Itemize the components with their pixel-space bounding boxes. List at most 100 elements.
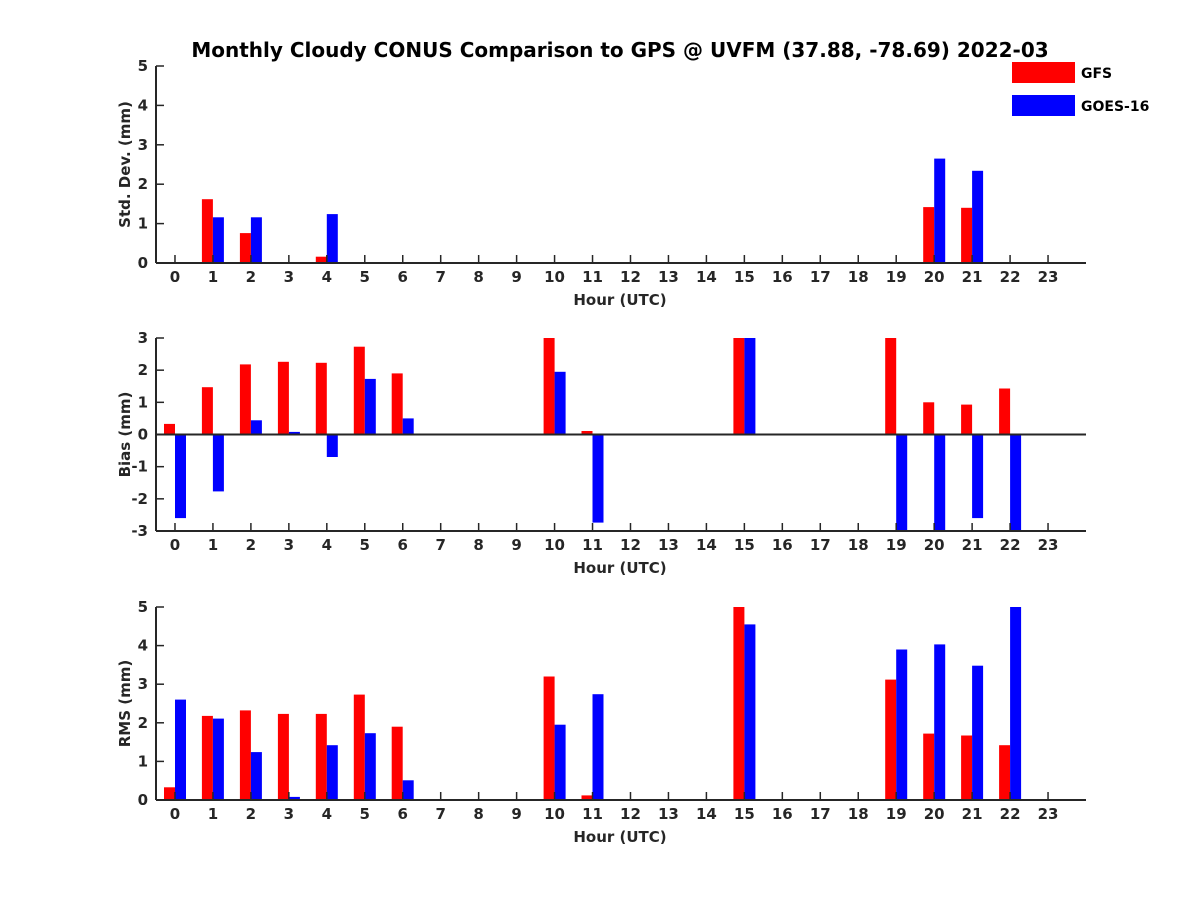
x-tick-label: 14: [696, 536, 717, 554]
x-tick-label: 6: [398, 805, 408, 823]
x-tick-label: 4: [322, 268, 332, 286]
bar-goes-16-hour-5: [364, 378, 376, 435]
bar-goes-16-hour-21: [972, 170, 984, 263]
y-tick-label: 0: [138, 791, 148, 809]
y-axis-label: Std. Dev. (mm): [116, 101, 134, 228]
bar-goes-16-hour-1: [212, 217, 224, 263]
bar-gfs-hour-3: [277, 713, 289, 800]
bar-gfs-hour-10: [543, 676, 555, 800]
x-tick-label: 6: [398, 268, 408, 286]
x-tick-label: 5: [360, 805, 370, 823]
bar-goes-16-hour-21: [972, 665, 984, 800]
x-tick-label: 0: [170, 268, 180, 286]
y-tick-label: 2: [138, 361, 148, 379]
bar-goes-16-hour-4: [326, 745, 338, 800]
bar-goes-16-hour-10: [554, 724, 566, 800]
x-tick-label: 2: [246, 536, 256, 554]
x-tick-label: 2: [246, 805, 256, 823]
bar-goes-16-hour-6: [402, 780, 414, 800]
y-tick-label: 1: [138, 393, 148, 411]
y-tick-label: 3: [138, 675, 148, 693]
y-tick-label: 0: [138, 254, 148, 272]
bar-goes-16-hour-15: [744, 338, 756, 435]
x-tick-label: 13: [658, 805, 679, 823]
x-tick-label: 21: [962, 536, 983, 554]
x-axis-label: Hour (UTC): [573, 291, 666, 309]
x-tick-label: 7: [435, 268, 445, 286]
bar-goes-16-hour-22: [1010, 607, 1022, 800]
legend-swatch-gfs: [1012, 62, 1075, 83]
x-tick-label: 1: [208, 536, 218, 554]
bar-gfs-hour-20: [923, 402, 935, 435]
x-tick-label: 8: [473, 805, 483, 823]
x-tick-label: 11: [582, 536, 603, 554]
y-tick-label: 2: [138, 175, 148, 193]
bar-gfs-hour-2: [239, 364, 251, 435]
x-tick-label: 6: [398, 536, 408, 554]
x-tick-label: 3: [284, 268, 294, 286]
x-tick-label: 7: [435, 536, 445, 554]
x-tick-label: 7: [435, 805, 445, 823]
bar-goes-16-hour-0: [175, 699, 186, 800]
x-tick-label: 11: [582, 268, 603, 286]
bar-goes-16-hour-11: [592, 694, 604, 800]
y-tick-label: 0: [138, 426, 148, 444]
x-tick-label: 4: [322, 805, 332, 823]
x-tick-label: 20: [924, 805, 945, 823]
bar-gfs-hour-6: [391, 726, 403, 800]
bar-goes-16-hour-2: [250, 217, 262, 263]
x-tick-label: 10: [544, 268, 565, 286]
bar-goes-16-hour-22: [1010, 434, 1022, 531]
x-tick-label: 17: [810, 805, 831, 823]
x-tick-label: 16: [772, 268, 793, 286]
bar-goes-16-hour-3: [288, 431, 300, 435]
x-tick-label: 1: [208, 268, 218, 286]
bar-gfs-hour-5: [353, 346, 365, 435]
x-tick-label: 22: [1000, 536, 1021, 554]
legend-swatch-goes-16: [1012, 95, 1075, 116]
bar-gfs-hour-0: [164, 787, 175, 800]
x-tick-label: 1: [208, 805, 218, 823]
bar-goes-16-hour-11: [592, 434, 604, 523]
x-tick-label: 0: [170, 536, 180, 554]
bar-gfs-hour-4: [315, 362, 327, 435]
x-tick-label: 23: [1038, 536, 1059, 554]
x-tick-label: 12: [620, 268, 641, 286]
x-tick-label: 10: [544, 536, 565, 554]
x-tick-label: 20: [924, 268, 945, 286]
x-tick-label: 15: [734, 805, 755, 823]
bar-gfs-hour-10: [543, 338, 555, 435]
y-tick-label: -3: [131, 522, 148, 540]
x-tick-label: 21: [962, 805, 983, 823]
x-tick-label: 19: [886, 536, 907, 554]
x-tick-label: 13: [658, 268, 679, 286]
bar-gfs-hour-22: [999, 388, 1011, 435]
bar-goes-16-hour-19: [896, 649, 908, 800]
bar-goes-16-hour-6: [402, 418, 414, 435]
bar-gfs-hour-2: [239, 233, 251, 263]
y-tick-label: 3: [138, 136, 148, 154]
bar-gfs-hour-4: [315, 713, 327, 800]
bar-gfs-hour-2: [239, 710, 251, 800]
x-tick-label: 15: [734, 536, 755, 554]
x-axis-label: Hour (UTC): [573, 828, 666, 846]
bar-goes-16-hour-20: [934, 158, 946, 263]
x-tick-label: 18: [848, 268, 869, 286]
bar-gfs-hour-3: [277, 361, 289, 435]
y-tick-label: -2: [131, 490, 148, 508]
y-tick-label: 1: [138, 215, 148, 233]
bar-gfs-hour-21: [961, 735, 973, 800]
x-tick-label: 19: [886, 805, 907, 823]
bar-goes-16-hour-2: [250, 420, 262, 435]
x-tick-label: 20: [924, 536, 945, 554]
bar-goes-16-hour-5: [364, 733, 376, 800]
y-tick-label: 1: [138, 752, 148, 770]
y-axis-label: Bias (mm): [116, 392, 134, 478]
x-tick-label: 4: [322, 536, 332, 554]
bar-goes-16-hour-15: [744, 624, 756, 800]
bar-gfs-hour-1: [201, 199, 213, 263]
x-tick-label: 5: [360, 536, 370, 554]
